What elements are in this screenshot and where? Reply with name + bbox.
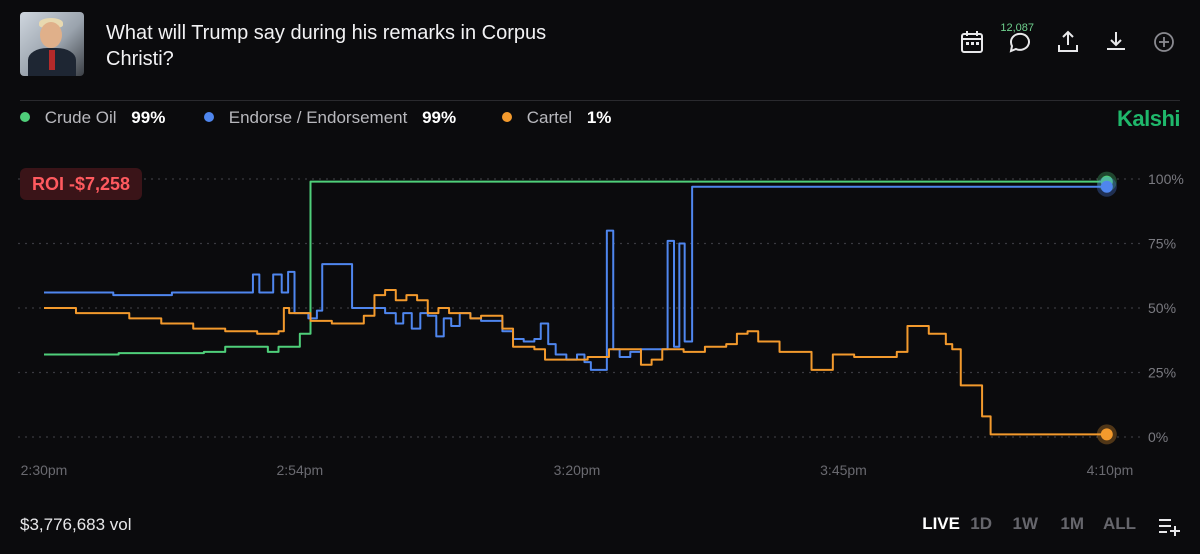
x-tick-label: 2:54pm xyxy=(276,462,323,478)
comment-count: 12,087 xyxy=(1000,22,1034,34)
roi-badge: ROI -$7,258 xyxy=(20,168,143,200)
market-title: What will Trump say during his remarks i… xyxy=(106,22,547,70)
market-header: What will Trump say during his remarks i… xyxy=(20,12,1180,80)
series-line xyxy=(44,180,1107,356)
range-all[interactable]: ALL xyxy=(1102,514,1136,533)
legend-value: 99% xyxy=(131,108,166,127)
kalshi-logo: Kalshi xyxy=(1116,106,1181,131)
x-tick-label: 2:30pm xyxy=(21,462,68,478)
legend-label: Crude Oil xyxy=(44,108,117,127)
y-tick-label: 50% xyxy=(1148,300,1176,316)
x-tick-label: 3:20pm xyxy=(554,462,601,478)
legend-item-endorse[interactable]: Endorse / Endorsement 99% xyxy=(204,108,456,128)
comment-icon[interactable] xyxy=(1006,28,1034,56)
series-end-dot xyxy=(1100,180,1113,193)
range-1m[interactable]: 1M xyxy=(1060,514,1084,533)
y-tick-label: 75% xyxy=(1148,236,1176,252)
legend-dot xyxy=(204,112,214,122)
list-add-icon[interactable] xyxy=(1158,516,1180,541)
series-line xyxy=(44,288,1107,436)
y-tick-label: 100% xyxy=(1148,171,1184,187)
legend-label: Cartel xyxy=(526,108,573,127)
legend-dot xyxy=(502,112,512,122)
avatar-face xyxy=(40,22,62,48)
legend-value: 99% xyxy=(422,108,457,127)
x-tick-label: 4:10pm xyxy=(1087,462,1134,478)
add-icon[interactable] xyxy=(1150,28,1178,56)
y-tick-label: 25% xyxy=(1148,365,1176,381)
legend-item-crude-oil[interactable]: Crude Oil 99% xyxy=(20,108,165,128)
market-avatar xyxy=(20,12,84,76)
header-divider xyxy=(20,100,1180,101)
calendar-icon[interactable] xyxy=(958,28,986,56)
legend-value: 1% xyxy=(586,108,612,127)
range-live[interactable]: LIVE xyxy=(922,514,960,533)
series-line xyxy=(44,185,1107,371)
series-end-dot xyxy=(1100,428,1113,441)
volume-label: $3,776,683 vol xyxy=(20,515,132,534)
share-icon[interactable] xyxy=(1054,28,1082,56)
avatar-tie xyxy=(49,50,55,70)
y-tick-label: 0% xyxy=(1148,429,1168,445)
legend-dot xyxy=(20,112,30,122)
legend-item-cartel[interactable]: Cartel 1% xyxy=(502,108,611,128)
legend-label: Endorse / Endorsement xyxy=(228,108,408,127)
range-1d[interactable]: 1D xyxy=(970,514,992,533)
price-chart[interactable]: 100% 75% 50% 25% 0% 2:30pm 2:54pm 3:20pm 3:45pm 4… xyxy=(0,140,1200,490)
range-1w[interactable]: 1W xyxy=(1012,514,1039,533)
download-icon[interactable] xyxy=(1102,28,1130,56)
x-tick-label: 3:45pm xyxy=(820,462,867,478)
